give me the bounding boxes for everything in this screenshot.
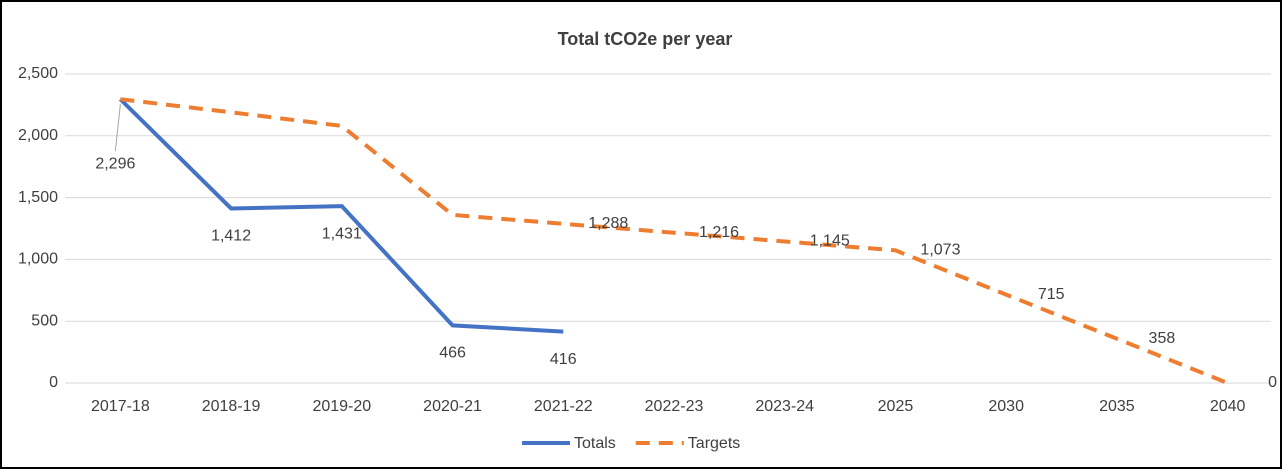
y-tick-label: 0 [49,374,58,391]
x-tick-label: 2025 [878,398,914,415]
x-tick-label: 2017-18 [91,398,150,415]
x-tick-label: 2019-20 [312,398,371,415]
data-label: 466 [439,345,466,362]
x-tick-label: 2020-21 [423,398,482,415]
x-tick-label: 2021-22 [534,398,593,415]
data-label: 0 [1268,374,1277,391]
data-label: 1,412 [211,228,251,245]
data-label: 1,431 [322,225,362,242]
data-label: 1,216 [699,224,739,241]
y-tick-label: 2,000 [18,127,58,144]
y-tick-label: 2,500 [18,65,58,82]
data-label: 1,073 [920,242,960,259]
leader-line [114,104,121,152]
legend-label: Targets [688,435,740,452]
x-tick-label: 2023-24 [755,398,814,415]
series-line [120,97,1229,385]
y-tick-label: 1,000 [18,251,58,268]
chart-title: Total tCO2e per year [558,29,733,49]
y-tick-label: 500 [31,312,58,329]
data-label: 416 [550,351,577,368]
y-tick-label: 1,500 [18,189,58,206]
x-tick-label: 2030 [988,398,1024,415]
data-label: 715 [1038,286,1065,303]
x-tick-label: 2022-23 [645,398,704,415]
data-label: 1,288 [588,215,628,232]
data-label: 2,296 [95,155,135,172]
x-tick-label: 2018-19 [202,398,261,415]
data-label: 358 [1149,330,1176,347]
x-tick-label: 2040 [1210,398,1246,415]
legend-label: Totals [574,435,616,452]
x-tick-label: 2035 [1099,398,1135,415]
data-label: 1,145 [810,233,850,250]
series-line [118,97,564,334]
